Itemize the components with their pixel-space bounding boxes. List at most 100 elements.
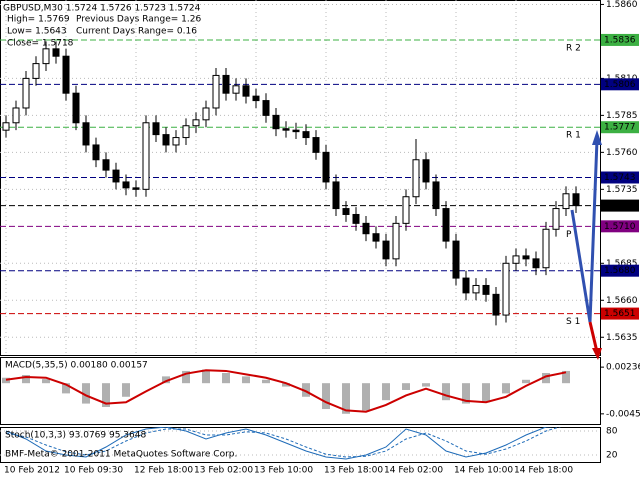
macd-bar (342, 383, 350, 414)
level-badge (601, 264, 639, 277)
y-tick-label: 80 (606, 427, 618, 437)
x-tick-label: 10 Feb 09:30 (64, 466, 123, 476)
candle-body (102, 159, 110, 171)
candle-body (562, 193, 570, 210)
x-tick-label: 10 Feb 2012 (4, 466, 60, 476)
macd-bar (462, 383, 470, 404)
macd-title: MACD(5,35,5) 0.00180 0.00157 (5, 361, 148, 371)
macd-bar (222, 372, 230, 384)
candle-body (332, 181, 340, 210)
candle-body (502, 262, 510, 316)
candle-body (282, 128, 290, 131)
candle-body (22, 77, 30, 109)
candle-body (352, 213, 360, 224)
x-tick-label: 14 Feb 10:00 (454, 466, 513, 476)
candle-body (92, 144, 100, 161)
candle-body (322, 151, 330, 183)
y-tick-label: 1.5760 (606, 148, 638, 158)
macd-bar (562, 370, 570, 384)
level-label: 1.5651 (604, 309, 636, 319)
candle-body (412, 159, 420, 198)
macd-bar (62, 383, 70, 394)
level-badge (601, 199, 639, 212)
candle-body (342, 208, 350, 215)
candle-body (392, 222, 400, 260)
candle-body (442, 208, 450, 242)
candle-body (152, 122, 160, 136)
candle-body (2, 122, 10, 131)
candle-body (32, 63, 40, 79)
macd-bar (22, 375, 30, 384)
level-label: 1.5836 (604, 35, 636, 45)
level-label: 1.5777 (604, 123, 636, 133)
macd-bar (362, 383, 370, 411)
x-tick-label: 14 Feb 18:00 (514, 466, 573, 476)
forecast-arrows (570, 130, 602, 360)
candle-body (62, 55, 70, 94)
candle-body (272, 114, 280, 130)
macd-signal (5, 369, 567, 413)
macd-bar (2, 377, 10, 384)
level-badge (601, 307, 639, 320)
candle-body (72, 92, 80, 124)
candle-body (262, 100, 270, 116)
macd-plot (2, 369, 570, 414)
stoch-title: Stoch(10,3,3) 93.0769 95.3648 (5, 431, 146, 441)
pivot-label: R 2 (566, 43, 581, 53)
macd-bar (282, 383, 290, 387)
macd-bar (522, 379, 530, 384)
macd-bar (302, 383, 310, 397)
candle-body (572, 193, 580, 207)
candle-body (302, 131, 310, 139)
macd-bar (102, 383, 110, 407)
y-tick-label: 20 (606, 451, 618, 461)
level-badge (601, 220, 639, 233)
macd-bar (482, 383, 490, 403)
level-label: 1.5743 (604, 173, 636, 183)
candle-body (372, 233, 380, 242)
level-label: 1.5680 (604, 266, 636, 276)
axes: 1.58601.58101.57851.57601.57351.56851.56… (4, 0, 640, 476)
macd-bar (242, 376, 250, 384)
candle-body (182, 125, 190, 139)
macd-bar (422, 383, 430, 387)
macd-panel (0, 357, 601, 425)
candle-body (202, 107, 210, 121)
candle-body (42, 48, 50, 65)
macd-bar (122, 383, 130, 397)
y-tick-label: 1.5660 (606, 296, 638, 306)
low: Low= 1.5643 (7, 27, 67, 37)
macd-bar (162, 376, 170, 384)
red-arrow (588, 321, 599, 353)
macd-bar (402, 383, 410, 390)
candle-body (172, 137, 180, 146)
candle-body (532, 258, 540, 269)
candle-body (162, 134, 170, 146)
x-tick-label: 13 Feb 10:00 (254, 466, 313, 476)
macd-bar (502, 383, 510, 394)
x-tick-label: 13 Feb 02:00 (194, 466, 253, 476)
macd-bar (382, 383, 390, 401)
stoch-plot (0, 427, 600, 460)
main-plot: R 2 R 1 P S 1 (0, 0, 600, 355)
level-label: 1.5806 (604, 80, 636, 90)
candle-body (382, 240, 390, 260)
macd-bar (542, 372, 550, 384)
y-tick-label: 1.5785 (606, 111, 638, 121)
candle-body (122, 181, 130, 189)
y-tick-label: 1.5860 (606, 0, 638, 10)
x-tick-label: 13 Feb 18:00 (324, 466, 383, 476)
candle-body (312, 137, 320, 153)
candle-body (362, 222, 370, 235)
candle-body (12, 107, 20, 124)
macd-bar (262, 379, 270, 384)
pivot-label: S 1 (566, 317, 580, 327)
candle-body (402, 196, 410, 224)
level-badge (601, 171, 639, 184)
candle-body (462, 277, 470, 294)
level-badge (601, 33, 639, 46)
candle-body (452, 240, 460, 279)
x-tick-label: 12 Feb 18:00 (134, 466, 193, 476)
curr-range: Current Days Range= 0.16 (76, 27, 197, 37)
